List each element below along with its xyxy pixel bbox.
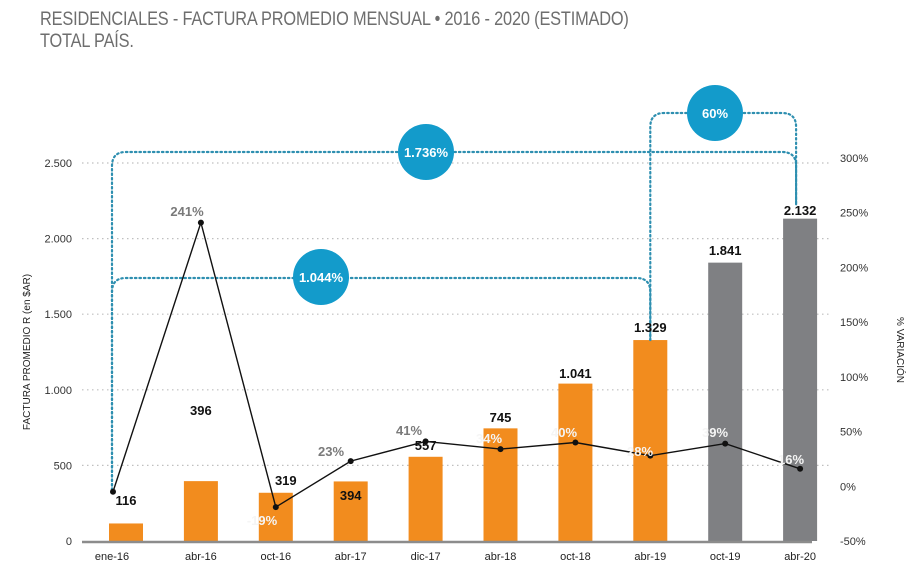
x-tick-label: abr-20 bbox=[784, 551, 816, 563]
y2-tick-label: 300% bbox=[840, 153, 868, 165]
x-tick-label: abr-16 bbox=[185, 551, 217, 563]
bar-oct-18 bbox=[558, 383, 593, 541]
variation-point-ene-16 bbox=[110, 488, 116, 495]
x-tick-label: ene-16 bbox=[95, 551, 129, 563]
annotation-brackets: 1.736% 1.044% 60% bbox=[110, 85, 798, 492]
left-axis-title: FACTURA PROMEDIO R (en $AR) bbox=[22, 274, 33, 430]
chart-title-line2: TOTAL PAÍS. bbox=[40, 31, 134, 52]
chart-title-line1: RESIDENCIALES - FACTURA PROMEDIO MENSUAL… bbox=[40, 9, 629, 30]
y2-tick-label: 0% bbox=[840, 481, 856, 493]
chart-title: RESIDENCIALES - FACTURA PROMEDIO MENSUAL… bbox=[40, 9, 629, 53]
annotation-bubble bbox=[398, 124, 454, 180]
bar-dic-17 bbox=[408, 456, 443, 541]
x-tick-label: oct-19 bbox=[710, 551, 741, 563]
bar-oct-19 bbox=[708, 262, 743, 541]
y2-tick-label: 100% bbox=[840, 372, 868, 384]
bar-value-label: 1.329 bbox=[634, 320, 667, 335]
variation-label: 39% bbox=[702, 425, 728, 440]
y2-tick-label: 200% bbox=[840, 262, 868, 274]
annotation-bubble-label: 1.736% bbox=[404, 145, 449, 160]
variation-label: 28% bbox=[627, 444, 653, 459]
variation-label: 40% bbox=[551, 425, 577, 440]
y2-tick-label: 250% bbox=[840, 208, 868, 220]
bar-value-label: 319 bbox=[275, 473, 297, 488]
bar-value-label: 2.132 bbox=[784, 203, 817, 218]
right-axis-ticks: -50% 0% 50% 100% 150% 200% 250% 300% bbox=[840, 153, 868, 548]
variation-polyline bbox=[112, 220, 801, 509]
x-tick-label: abr-18 bbox=[485, 551, 517, 563]
bar-abr-16 bbox=[183, 481, 218, 541]
y-tick-label: 1.000 bbox=[44, 385, 72, 397]
bar-abr-20 bbox=[783, 218, 818, 541]
variation-point-oct-19 bbox=[722, 440, 729, 447]
variation-label: -19% bbox=[247, 513, 278, 528]
bar-abr-17 bbox=[333, 481, 368, 541]
x-axis-ticks: ene-16 abr-16 oct-16 abr-17 dic-17 abr-18 oct-… bbox=[95, 551, 816, 563]
variation-label: 23% bbox=[318, 444, 344, 459]
x-tick-label: abr-19 bbox=[634, 551, 666, 563]
bars bbox=[109, 218, 818, 541]
variation-line bbox=[110, 219, 804, 511]
y-tick-label: 2.500 bbox=[44, 158, 72, 170]
y2-tick-label: 150% bbox=[840, 317, 868, 329]
x-tick-label: oct-18 bbox=[560, 551, 591, 563]
bar-value-label: 1.841 bbox=[709, 243, 742, 258]
bar-value-label: 396 bbox=[190, 403, 212, 418]
variation-point-abr-16 bbox=[197, 219, 204, 226]
variation-point-abr-17 bbox=[347, 458, 354, 465]
bar-abr-19 bbox=[633, 340, 668, 541]
variation-point-abr-18 bbox=[497, 446, 504, 453]
bar-value-label: 557 bbox=[415, 438, 437, 453]
variation-point-oct-18 bbox=[572, 439, 579, 446]
annotation-bubble-label: 1.044% bbox=[299, 270, 344, 285]
variation-label: 41% bbox=[396, 423, 422, 438]
data-labels: 116 396 319 394 557 745 1.041 1.329 1.841 2.132 24… bbox=[116, 203, 817, 528]
variation-point-abr-19 bbox=[647, 452, 654, 459]
y2-tick-label: -50% bbox=[840, 536, 866, 548]
annotation-bubble bbox=[687, 85, 743, 141]
bar-value-label: 1.041 bbox=[559, 366, 592, 381]
bar-ene-16 bbox=[109, 523, 143, 541]
variation-point-dic-17 bbox=[422, 438, 429, 445]
bar-value-label: 394 bbox=[340, 488, 362, 503]
variation-point-oct-16 bbox=[272, 504, 279, 511]
annotation-bubble-label: 60% bbox=[702, 106, 728, 121]
bar-value-label: 116 bbox=[116, 493, 137, 508]
variation-label: 241% bbox=[170, 204, 204, 219]
bracket-1 bbox=[110, 150, 798, 492]
left-axis-ticks: 0 500 1.000 1.500 2.000 2.500 bbox=[44, 158, 72, 548]
x-tick-label: abr-17 bbox=[335, 551, 367, 563]
variation-label: 34% bbox=[476, 431, 502, 446]
y-tick-label: 2.000 bbox=[44, 234, 72, 246]
variation-point-abr-20 bbox=[797, 465, 804, 472]
x-tick-label: oct-16 bbox=[261, 551, 292, 563]
right-axis-title: % VARIACIÓN bbox=[894, 317, 907, 383]
y-tick-label: 1.500 bbox=[44, 309, 72, 321]
x-tick-label: dic-17 bbox=[411, 551, 441, 563]
variation-label: 16% bbox=[778, 452, 804, 467]
bar-value-label: 745 bbox=[490, 410, 512, 425]
annotation-bubble bbox=[293, 249, 349, 305]
y-tick-label: 0 bbox=[66, 536, 72, 548]
y2-tick-label: 50% bbox=[840, 427, 862, 439]
y-tick-label: 500 bbox=[54, 460, 72, 472]
